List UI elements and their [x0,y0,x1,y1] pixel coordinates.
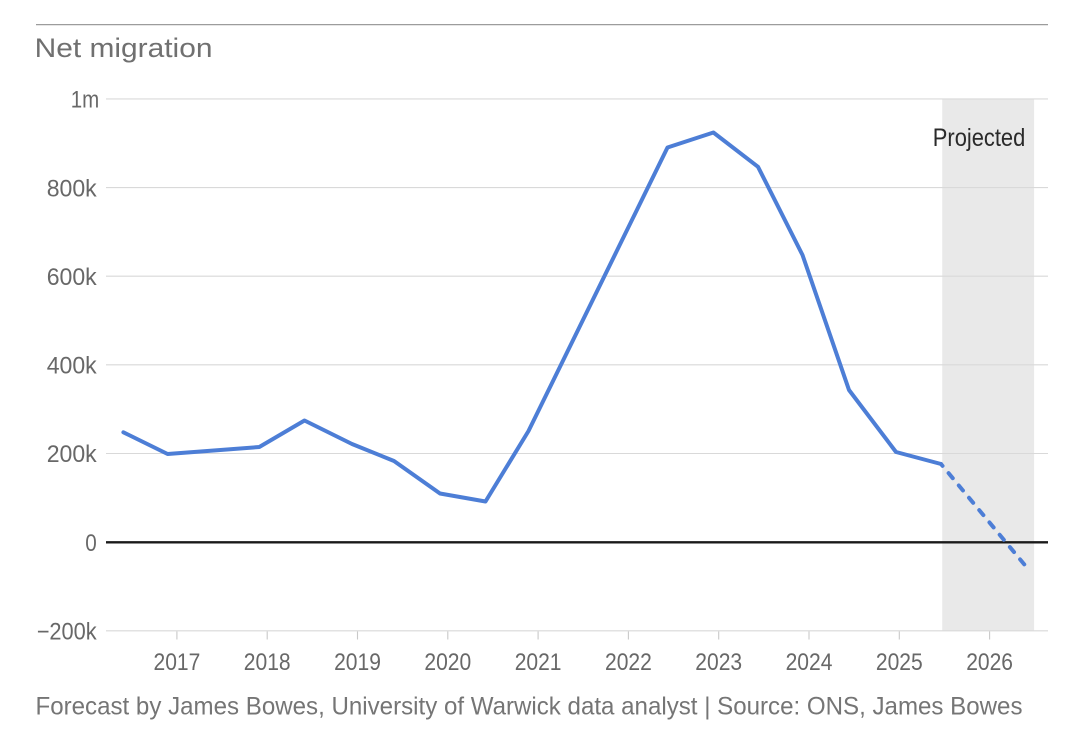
svg-text:0: 0 [85,530,97,557]
svg-text:2026: 2026 [966,649,1013,676]
svg-text:2023: 2023 [695,649,742,676]
svg-text:Projected: Projected [933,124,1026,152]
svg-text:1m: 1m [71,87,100,114]
svg-text:200k: 200k [47,441,98,468]
svg-text:2018: 2018 [244,649,291,676]
svg-text:2022: 2022 [605,649,652,676]
svg-text:Forecast by James Bowes, Unive: Forecast by James Bowes, University of W… [36,693,1023,721]
svg-text:2025: 2025 [876,649,923,676]
svg-text:Net migration: Net migration [35,33,213,63]
svg-text:2021: 2021 [515,649,562,676]
svg-text:600k: 600k [47,264,98,291]
svg-text:−200k: −200k [37,619,98,646]
svg-text:2019: 2019 [334,649,381,676]
svg-text:2024: 2024 [786,649,833,676]
svg-text:400k: 400k [47,353,98,380]
svg-text:800k: 800k [47,175,98,202]
svg-text:2017: 2017 [154,649,201,676]
svg-text:2020: 2020 [424,649,471,676]
